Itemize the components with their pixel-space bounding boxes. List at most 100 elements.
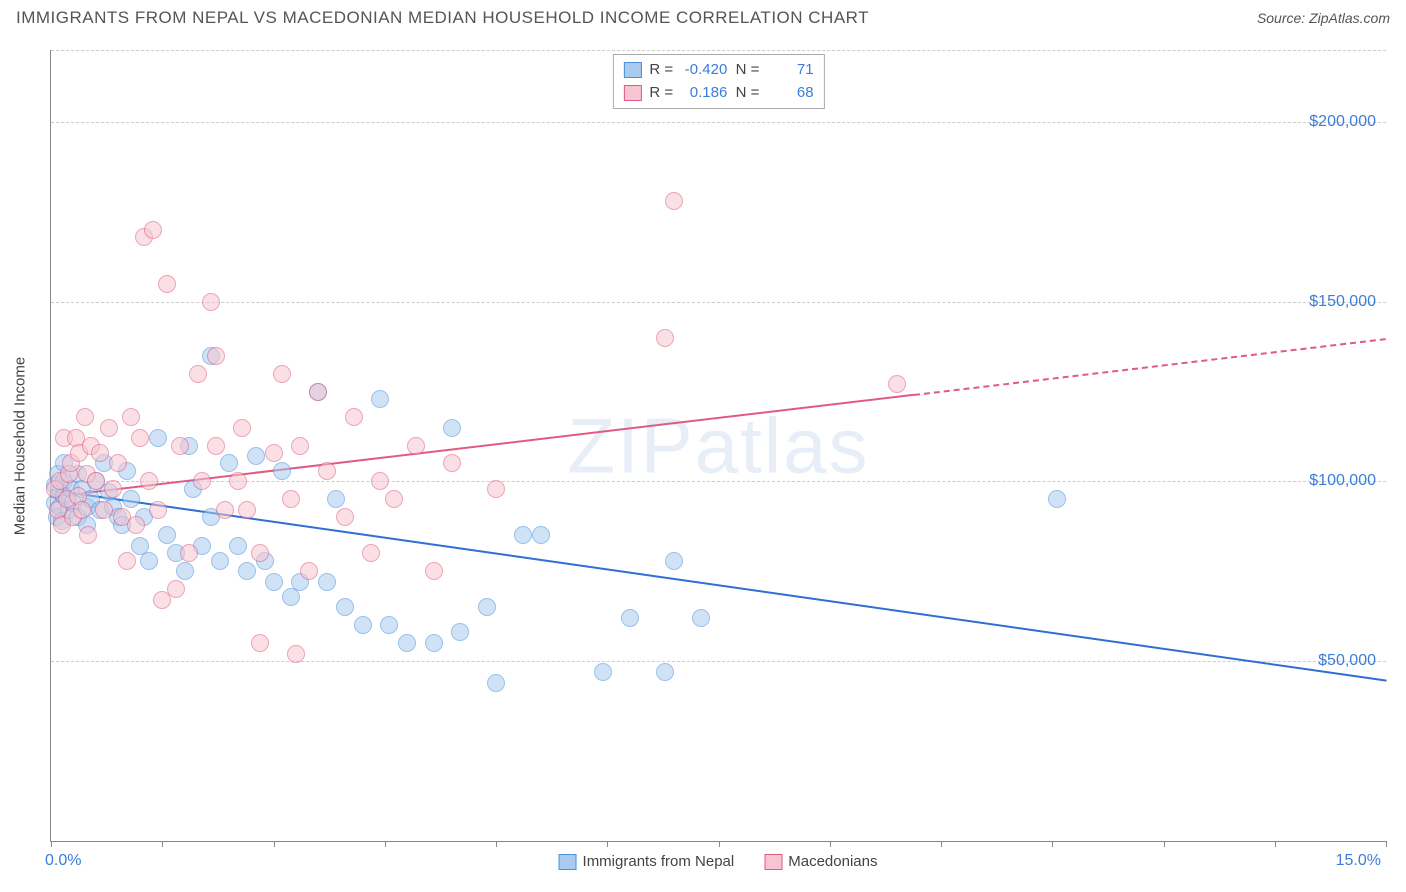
data-point: [229, 537, 247, 555]
data-point: [100, 419, 118, 437]
data-point: [665, 552, 683, 570]
trend-line-extrapolated: [914, 338, 1386, 396]
legend-item: Macedonians: [764, 853, 877, 870]
gridline: [51, 50, 1386, 51]
data-point: [144, 221, 162, 239]
legend-label: Macedonians: [788, 853, 877, 870]
plot-area: ZIPatlas R = -0.420 N = 71R = 0.186 N = …: [50, 50, 1386, 842]
data-point: [122, 490, 140, 508]
data-point: [73, 501, 91, 519]
data-point: [140, 552, 158, 570]
data-point: [211, 552, 229, 570]
x-tick: [496, 841, 497, 847]
data-point: [180, 544, 198, 562]
gridline: [51, 302, 1386, 303]
data-point: [407, 437, 425, 455]
x-tick: [607, 841, 608, 847]
data-point: [131, 429, 149, 447]
legend-stat-row: R = -0.420 N = 71: [623, 59, 813, 82]
legend-item: Immigrants from Nepal: [559, 853, 735, 870]
x-tick: [385, 841, 386, 847]
data-point: [216, 501, 234, 519]
data-point: [665, 192, 683, 210]
correlation-legend: R = -0.420 N = 71R = 0.186 N = 68: [612, 54, 824, 109]
x-tick: [51, 841, 52, 847]
data-point: [398, 634, 416, 652]
x-tick: [1052, 841, 1053, 847]
data-point: [207, 347, 225, 365]
data-point: [318, 573, 336, 591]
data-point: [167, 580, 185, 598]
data-point: [118, 552, 136, 570]
data-point: [380, 616, 398, 634]
data-point: [233, 419, 251, 437]
data-point: [282, 490, 300, 508]
data-point: [238, 562, 256, 580]
data-point: [176, 562, 194, 580]
y-tick-label: $200,000: [1309, 113, 1376, 131]
data-point: [229, 472, 247, 490]
y-tick-label: $150,000: [1309, 293, 1376, 311]
source-label: Source: ZipAtlas.com: [1257, 10, 1390, 26]
data-point: [207, 437, 225, 455]
data-point: [385, 490, 403, 508]
data-point: [247, 447, 265, 465]
data-point: [532, 526, 550, 544]
legend-swatch: [623, 85, 641, 101]
x-axis-max-label: 15.0%: [1336, 852, 1381, 870]
watermark: ZIPatlas: [567, 400, 869, 491]
legend-label: Immigrants from Nepal: [583, 853, 735, 870]
data-point: [79, 526, 97, 544]
data-point: [656, 663, 674, 681]
data-point: [202, 293, 220, 311]
data-point: [149, 501, 167, 519]
data-point: [122, 408, 140, 426]
data-point: [327, 490, 345, 508]
data-point: [158, 526, 176, 544]
legend-swatch: [623, 62, 641, 78]
x-tick: [274, 841, 275, 847]
data-point: [888, 375, 906, 393]
data-point: [140, 472, 158, 490]
gridline: [51, 481, 1386, 482]
chart-container: Median Household Income ZIPatlas R = -0.…: [50, 50, 1386, 842]
data-point: [309, 383, 327, 401]
x-tick: [719, 841, 720, 847]
data-point: [193, 472, 211, 490]
data-point: [265, 573, 283, 591]
data-point: [251, 634, 269, 652]
y-tick-label: $50,000: [1318, 652, 1376, 670]
y-axis-label: Median Household Income: [12, 357, 29, 535]
data-point: [362, 544, 380, 562]
data-point: [287, 645, 305, 663]
series-legend: Immigrants from Nepal Macedonians: [559, 853, 878, 870]
data-point: [91, 444, 109, 462]
x-tick: [1386, 841, 1387, 847]
x-tick: [941, 841, 942, 847]
data-point: [478, 598, 496, 616]
data-point: [127, 516, 145, 534]
data-point: [443, 454, 461, 472]
data-point: [371, 390, 389, 408]
data-point: [443, 419, 461, 437]
data-point: [656, 329, 674, 347]
data-point: [273, 365, 291, 383]
data-point: [171, 437, 189, 455]
data-point: [345, 408, 363, 426]
data-point: [514, 526, 532, 544]
x-tick: [1275, 841, 1276, 847]
data-point: [300, 562, 318, 580]
data-point: [425, 562, 443, 580]
data-point: [336, 598, 354, 616]
data-point: [371, 472, 389, 490]
x-tick: [162, 841, 163, 847]
chart-title: IMMIGRANTS FROM NEPAL VS MACEDONIAN MEDI…: [16, 8, 869, 28]
data-point: [451, 623, 469, 641]
data-point: [425, 634, 443, 652]
data-point: [158, 275, 176, 293]
data-point: [487, 674, 505, 692]
legend-swatch: [559, 854, 577, 870]
data-point: [104, 480, 122, 498]
gridline: [51, 661, 1386, 662]
data-point: [291, 437, 309, 455]
